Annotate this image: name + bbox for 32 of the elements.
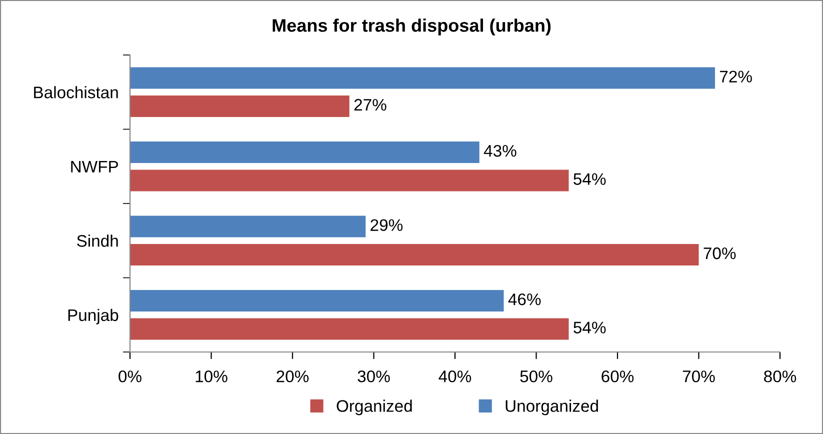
data-label: 27% <box>354 98 386 111</box>
data-label: 70% <box>704 247 736 260</box>
bar <box>130 142 480 164</box>
data-label: 72% <box>720 70 752 82</box>
x-tick-label: 80% <box>764 370 796 382</box>
y-tick-label: Sindh <box>77 234 118 247</box>
y-tick-label: NWFP <box>71 160 118 172</box>
legend-label: Organized <box>336 400 412 416</box>
data-label: 54% <box>574 173 606 185</box>
x-tick-label: 40% <box>438 370 472 382</box>
x-tick-label: 60% <box>602 370 634 382</box>
data-label: 54% <box>574 322 606 334</box>
bar <box>130 318 569 340</box>
bar <box>130 95 350 117</box>
legend-label: Unorganized <box>506 400 598 416</box>
bar <box>130 170 569 192</box>
bar <box>130 216 366 238</box>
bar <box>130 67 715 89</box>
x-tick-label: 10% <box>196 370 228 382</box>
x-tick-label: 70% <box>682 370 715 382</box>
x-tick-label: 20% <box>276 370 309 382</box>
x-tick-label: 30% <box>358 370 390 382</box>
data-label: 29% <box>370 219 403 231</box>
y-tick-label: Balochistan <box>34 86 118 98</box>
y-tick-label: Punjab <box>68 308 118 324</box>
chart-title: Means for trash disposal (urban) <box>272 18 551 36</box>
bar <box>130 244 699 266</box>
bar <box>130 290 504 312</box>
data-label: 43% <box>484 144 516 157</box>
x-tick-label: 50% <box>520 370 552 382</box>
x-tick-label: 0% <box>118 370 142 382</box>
data-label: 46% <box>508 293 541 306</box>
